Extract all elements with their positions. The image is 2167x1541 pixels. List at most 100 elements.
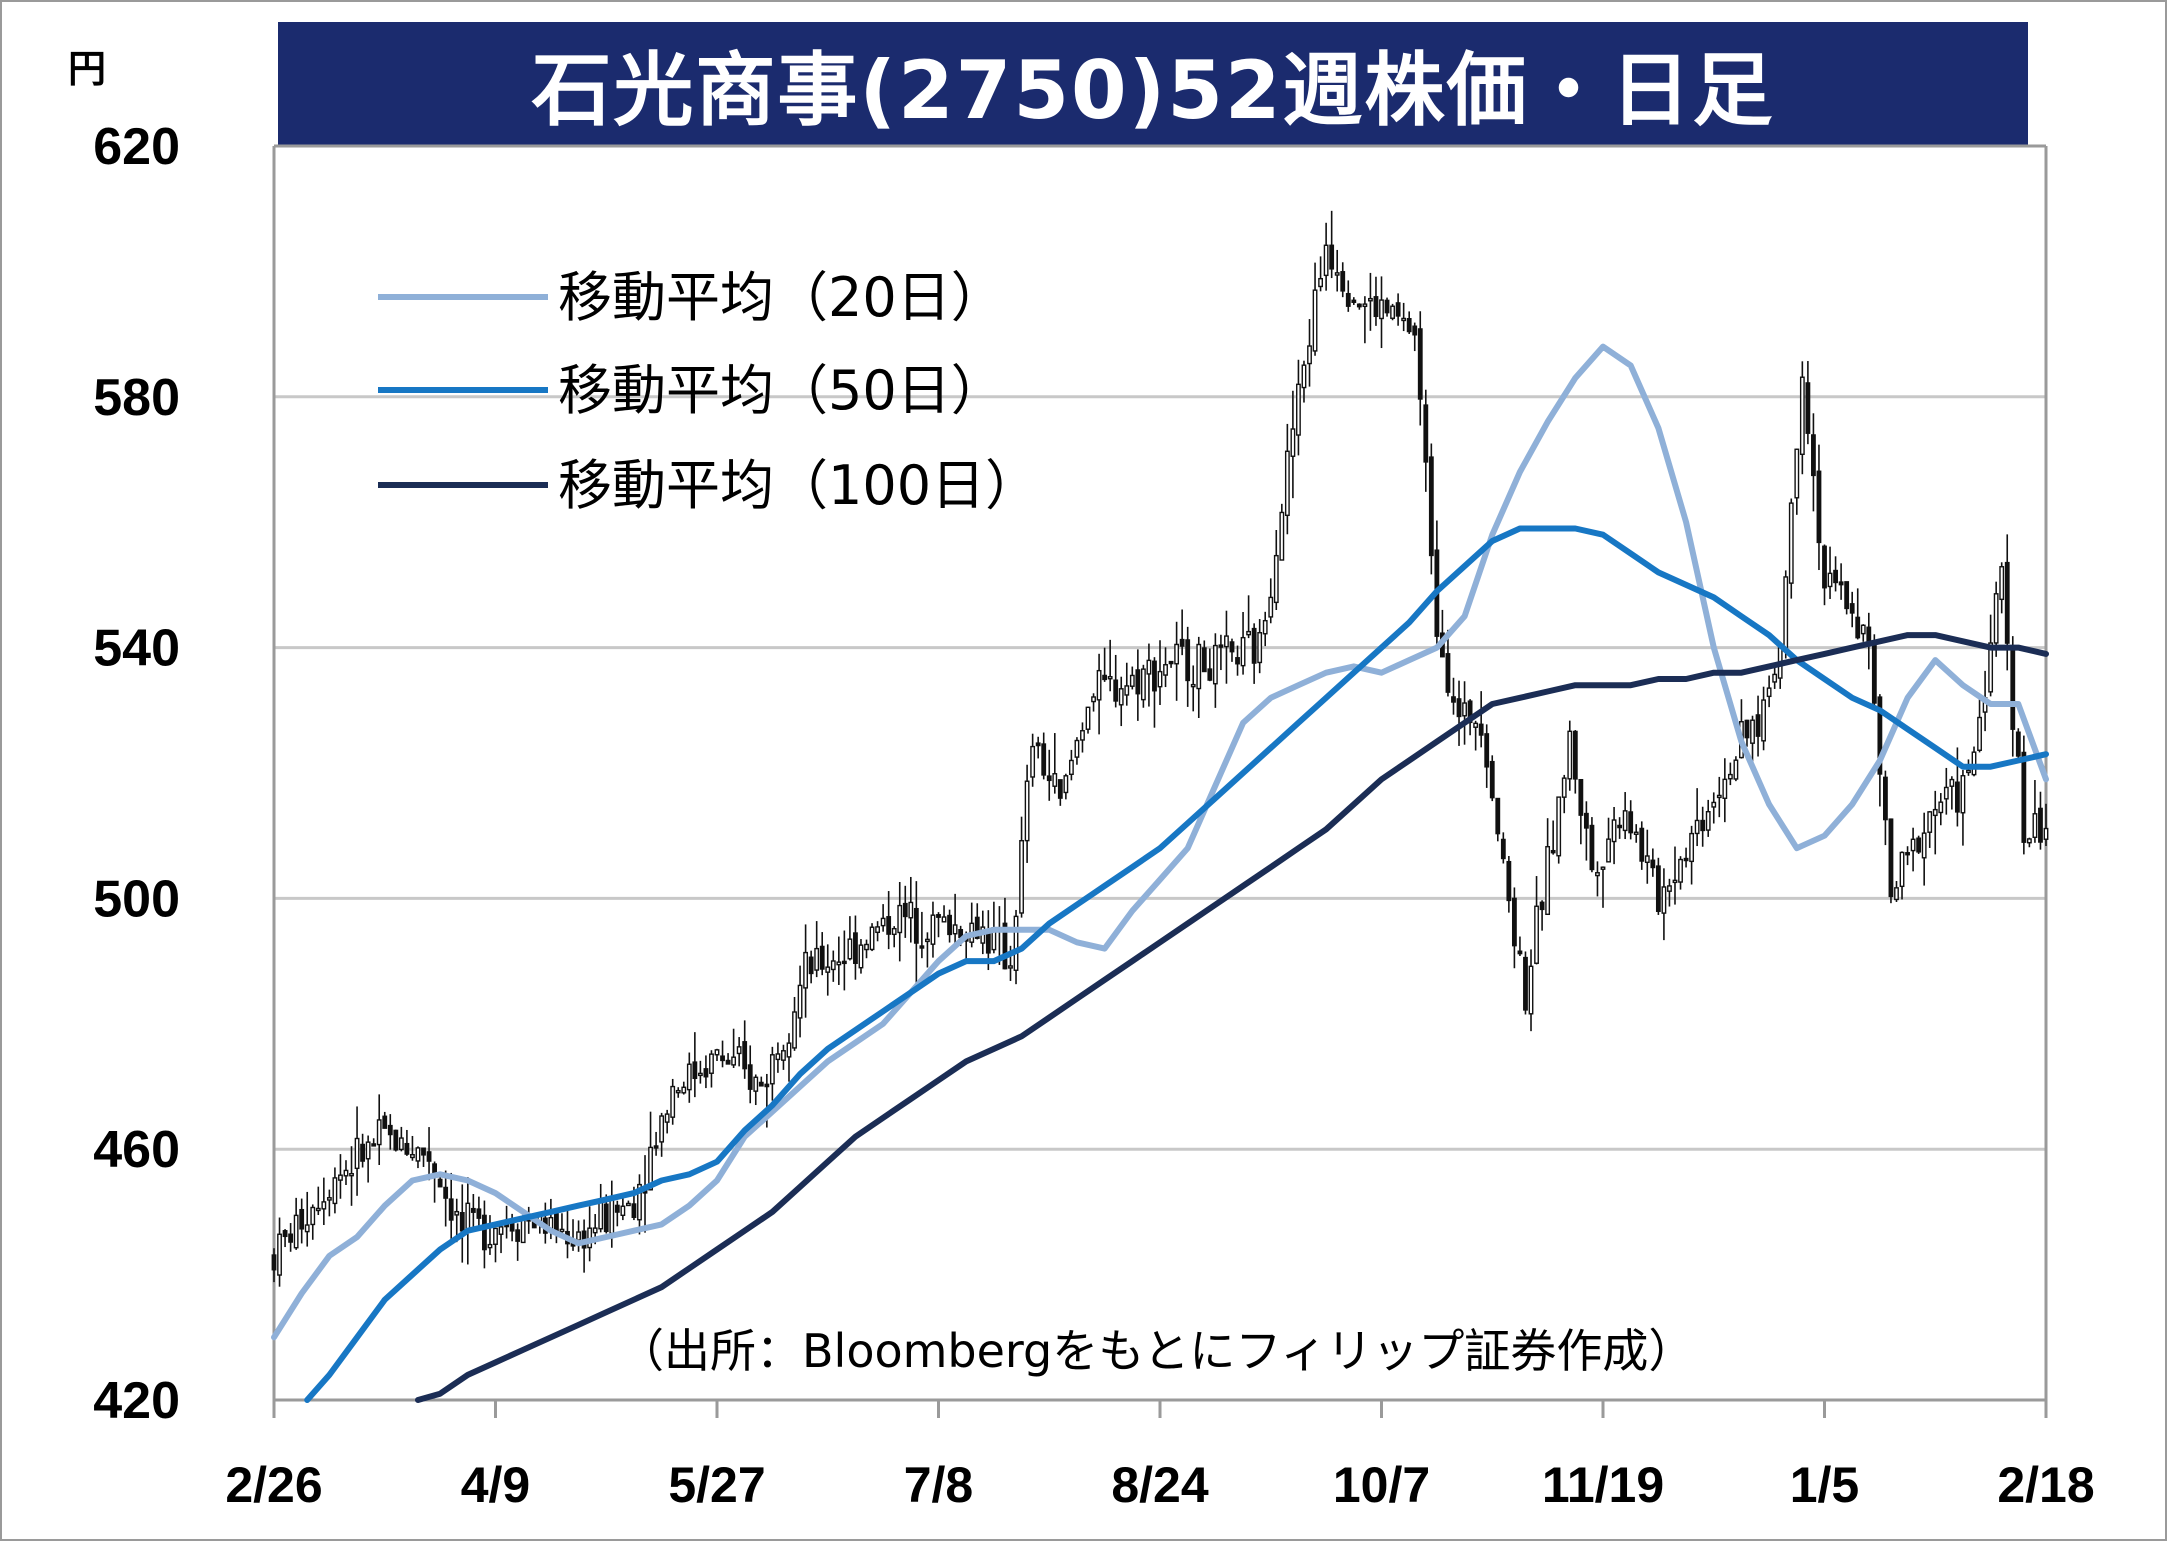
candle-body [310,1206,316,1226]
candle-body [1744,719,1750,739]
candle-body [1091,696,1096,703]
candle-body [847,938,853,960]
candle-body [288,1233,294,1243]
legend-label: 移動平均（20日） [558,266,1005,329]
candle-body [1727,773,1733,780]
candle-body [343,1169,349,1177]
candle-body [742,1041,748,1070]
candle-body [1683,857,1689,862]
candle-body [1899,851,1905,888]
candle-body [1318,277,1323,288]
y-tick-label: 580 [93,369,180,427]
candle-body [1428,456,1434,557]
candle-body [1545,845,1551,916]
candle-body [952,924,958,935]
candle-body [830,960,836,971]
candle-body [637,1183,642,1221]
candle-body [1312,289,1318,352]
candle-body [1672,879,1678,884]
candle-body [410,1153,415,1159]
candle-body [720,1055,725,1062]
candle-body [659,1115,665,1143]
candle-body [864,943,869,951]
candle-body [930,914,936,945]
candle-body [925,938,930,943]
candle-body [576,1231,581,1241]
candle-body [1417,328,1423,400]
candle-body [1495,797,1501,835]
candle-body [1761,699,1766,742]
candle-body [814,947,820,971]
candle-body [1445,653,1451,693]
candle-body [1583,812,1589,829]
candle-body [1152,660,1157,692]
candle-body [2043,827,2049,840]
candle-body [1999,566,2005,601]
candle-body [482,1214,487,1251]
candle-body [1805,382,1811,434]
candle-body [1041,743,1047,776]
candle-body [1722,778,1728,799]
candle-body [1002,922,1008,970]
candle-body [648,1146,653,1191]
candle-body [1811,434,1816,477]
candle-body [1107,676,1113,680]
candle-body [897,904,903,934]
candle-body [1600,866,1606,870]
candle-body [365,1141,371,1160]
candle-body [1279,511,1285,561]
candle-body [332,1177,338,1205]
legend: 移動平均（20日） 移動平均（50日） 移動平均（100日） [378,266,1039,517]
candle-body [1129,674,1135,687]
candle-body [1844,581,1850,610]
candle-body [1927,811,1933,833]
x-tick-label: 10/7 [1333,1457,1430,1513]
candle-body [1932,808,1938,817]
candle-body [1196,643,1202,690]
candle-body [1871,645,1877,704]
candle-body [985,930,991,954]
candle-body [1240,636,1246,667]
candle-body [360,1143,366,1162]
x-tick-label: 2/18 [1997,1457,2094,1513]
x-tick-label: 2/26 [225,1457,322,1513]
candle-body [1700,819,1706,832]
candle-body [725,1059,731,1065]
candle-body [631,1203,637,1219]
candle-body [1368,297,1373,302]
candle-body [459,1212,465,1232]
candle-body [1506,860,1512,902]
y-unit-label: 円 [68,47,106,91]
candle-body [271,1254,277,1271]
candle-body [1362,303,1368,308]
candle-body [1977,716,1982,751]
candle-body [1462,702,1467,717]
candle-body [1046,775,1052,782]
candle-body [1988,642,1994,693]
candle-body [936,914,941,918]
candle-body [692,1061,698,1080]
candle-body [1273,554,1279,604]
candle-body [387,1124,393,1136]
candle-body [1860,624,1866,635]
candle-body [1373,296,1379,318]
candle-body [1500,838,1506,860]
candle-body [1174,643,1180,665]
candle-body [1190,683,1196,688]
candle-body [1528,965,1534,1015]
candle-body [902,902,908,918]
candle-body [465,1202,471,1231]
candle-body [1822,545,1827,589]
candle-body [1019,839,1024,914]
candle-body [1063,775,1069,794]
candle-body [875,926,880,934]
candle-body [1052,773,1058,787]
title-bar: 石光商事(2750)52週株価・日足 [278,22,2028,146]
candle-body [1838,581,1844,586]
candle-body [1257,632,1263,664]
candle-body [1534,905,1539,964]
candle-body [1113,679,1119,702]
candle-body [1246,630,1252,636]
